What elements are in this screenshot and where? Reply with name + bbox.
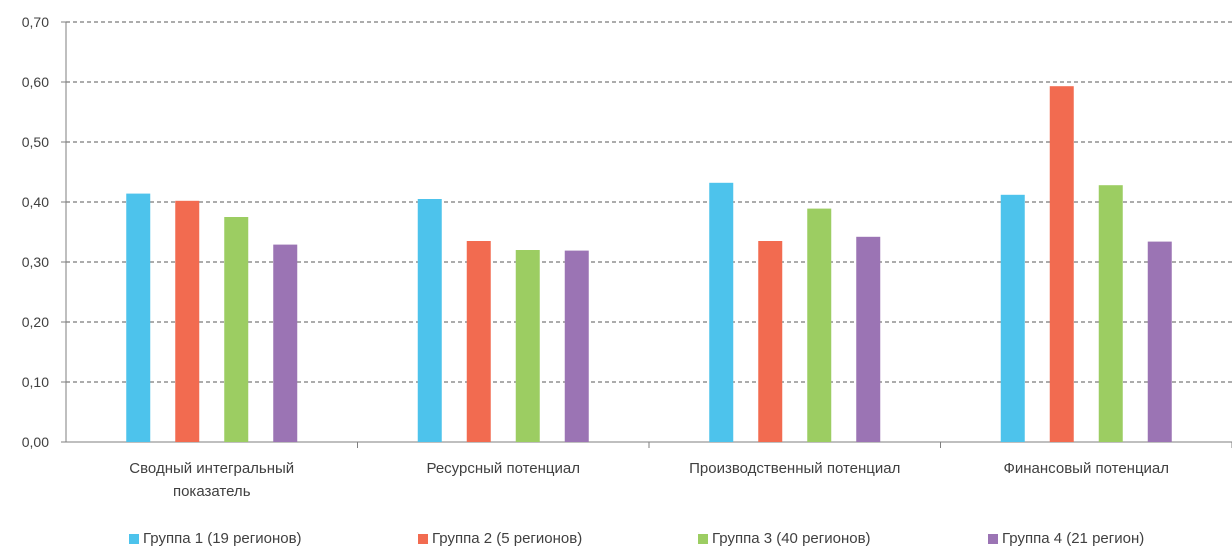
chart-legend: Группа 1 (19 регионов) Группа 2 (5 регион… <box>0 530 1232 552</box>
bar <box>515 250 540 442</box>
legend-item: Группа 2 (5 регионов) <box>418 530 582 547</box>
y-tick-label: 0,40 <box>22 194 49 210</box>
legend-item: Группа 4 (21 регион) <box>988 530 1144 547</box>
y-tick-label: 0,60 <box>22 74 49 90</box>
legend-item: Группа 3 (40 регионов) <box>698 530 871 547</box>
bar <box>1000 194 1025 442</box>
bar <box>466 241 491 442</box>
bar <box>273 244 298 442</box>
y-tick-label: 0,30 <box>22 254 49 270</box>
y-tick-label: 0,00 <box>22 434 49 450</box>
x-category-label: Ресурсный потенциал <box>426 460 580 477</box>
legend-swatch <box>988 533 998 544</box>
bar <box>564 250 589 442</box>
bar <box>856 236 881 442</box>
legend-swatch <box>418 533 428 544</box>
y-tick-label: 0,50 <box>22 134 49 150</box>
bar <box>709 182 734 443</box>
x-category-label: Производственный потенциал <box>689 460 900 477</box>
bar <box>1049 86 1074 442</box>
bar <box>417 199 442 442</box>
legend-item: Группа 1 (19 регионов) <box>129 530 302 547</box>
bar <box>1098 185 1123 442</box>
x-category-label: Финансовый потенциал <box>1003 460 1169 477</box>
legend-label: Группа 2 (5 регионов) <box>432 530 583 547</box>
bar <box>758 241 783 442</box>
bar <box>1147 241 1172 442</box>
bar <box>175 200 200 442</box>
y-tick-label: 0,20 <box>22 314 49 330</box>
bar-chart: 0,00 0,10 0,20 0,30 0,40 0,50 0,60 0,70 Сводный … <box>22 14 1232 500</box>
bar <box>126 193 151 442</box>
y-tick-label: 0,10 <box>22 374 49 390</box>
legend-swatch <box>698 533 708 544</box>
y-tick-label: 0,70 <box>22 14 49 30</box>
legend-swatch <box>129 533 139 544</box>
bar <box>807 208 832 442</box>
x-category-label: Сводный интегральный показатель <box>129 460 294 500</box>
legend-label: Группа 1 (19 регионов) <box>143 530 302 547</box>
bar <box>224 217 249 442</box>
legend-label: Группа 3 (40 регионов) <box>712 530 871 547</box>
legend-label: Группа 4 (21 регион) <box>1002 530 1145 547</box>
